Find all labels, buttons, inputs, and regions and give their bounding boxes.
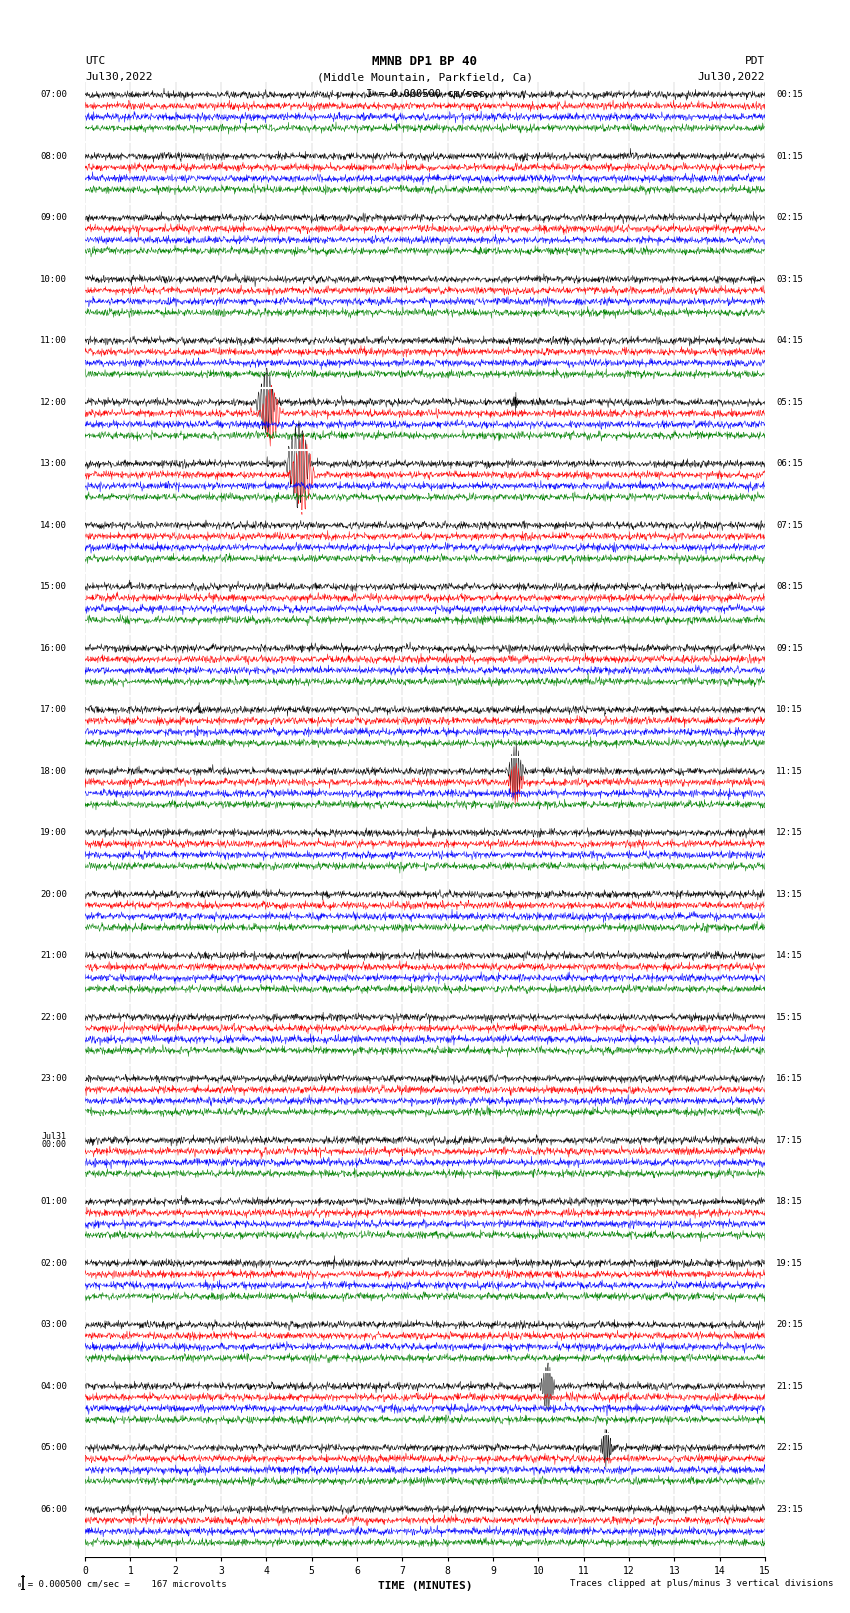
X-axis label: TIME (MINUTES): TIME (MINUTES) xyxy=(377,1581,473,1590)
Text: 19:15: 19:15 xyxy=(776,1258,803,1268)
Text: 13:15: 13:15 xyxy=(776,890,803,898)
Text: 19:00: 19:00 xyxy=(40,827,67,837)
Text: 03:00: 03:00 xyxy=(40,1319,67,1329)
Text: 04:00: 04:00 xyxy=(40,1382,67,1390)
Text: 02:15: 02:15 xyxy=(776,213,803,223)
Text: I = 0.000500 cm/sec: I = 0.000500 cm/sec xyxy=(366,89,484,98)
Text: 06:00: 06:00 xyxy=(40,1505,67,1513)
Text: UTC: UTC xyxy=(85,56,105,66)
Text: MMNB DP1 BP 40: MMNB DP1 BP 40 xyxy=(372,55,478,68)
Text: 01:00: 01:00 xyxy=(40,1197,67,1207)
Text: 05:15: 05:15 xyxy=(776,398,803,406)
Text: 09:15: 09:15 xyxy=(776,644,803,653)
Text: (Middle Mountain, Parkfield, Ca): (Middle Mountain, Parkfield, Ca) xyxy=(317,73,533,82)
Text: ₀ = 0.000500 cm/sec =    167 microvolts: ₀ = 0.000500 cm/sec = 167 microvolts xyxy=(17,1579,227,1589)
Text: 22:00: 22:00 xyxy=(40,1013,67,1021)
Text: 23:00: 23:00 xyxy=(40,1074,67,1084)
Text: 06:15: 06:15 xyxy=(776,460,803,468)
Text: Jul31: Jul31 xyxy=(42,1132,67,1142)
Text: 12:00: 12:00 xyxy=(40,398,67,406)
Text: 16:15: 16:15 xyxy=(776,1074,803,1084)
Text: 20:00: 20:00 xyxy=(40,890,67,898)
Text: 18:00: 18:00 xyxy=(40,766,67,776)
Text: 07:00: 07:00 xyxy=(40,90,67,100)
Text: 08:15: 08:15 xyxy=(776,582,803,592)
Text: 15:00: 15:00 xyxy=(40,582,67,592)
Text: 00:00: 00:00 xyxy=(42,1140,67,1148)
Text: Jul30,2022: Jul30,2022 xyxy=(85,73,152,82)
Text: 08:00: 08:00 xyxy=(40,152,67,161)
Text: 00:15: 00:15 xyxy=(776,90,803,100)
Text: 21:00: 21:00 xyxy=(40,952,67,960)
Text: 10:00: 10:00 xyxy=(40,274,67,284)
Text: 11:15: 11:15 xyxy=(776,766,803,776)
Text: 13:00: 13:00 xyxy=(40,460,67,468)
Text: 04:15: 04:15 xyxy=(776,336,803,345)
Text: 20:15: 20:15 xyxy=(776,1319,803,1329)
Text: Traces clipped at plus/minus 3 vertical divisions: Traces clipped at plus/minus 3 vertical … xyxy=(570,1579,833,1589)
Text: Jul30,2022: Jul30,2022 xyxy=(698,73,765,82)
Text: 05:00: 05:00 xyxy=(40,1444,67,1452)
Text: 23:15: 23:15 xyxy=(776,1505,803,1513)
Text: 15:15: 15:15 xyxy=(776,1013,803,1021)
Text: 01:15: 01:15 xyxy=(776,152,803,161)
Text: 03:15: 03:15 xyxy=(776,274,803,284)
Text: 07:15: 07:15 xyxy=(776,521,803,529)
Text: PDT: PDT xyxy=(745,56,765,66)
Text: 09:00: 09:00 xyxy=(40,213,67,223)
Text: 02:00: 02:00 xyxy=(40,1258,67,1268)
Text: 14:00: 14:00 xyxy=(40,521,67,529)
Text: 12:15: 12:15 xyxy=(776,827,803,837)
Text: 11:00: 11:00 xyxy=(40,336,67,345)
Text: 17:15: 17:15 xyxy=(776,1136,803,1145)
Text: 17:00: 17:00 xyxy=(40,705,67,715)
Text: 14:15: 14:15 xyxy=(776,952,803,960)
Text: 10:15: 10:15 xyxy=(776,705,803,715)
Text: 16:00: 16:00 xyxy=(40,644,67,653)
Text: 21:15: 21:15 xyxy=(776,1382,803,1390)
Text: 22:15: 22:15 xyxy=(776,1444,803,1452)
Text: 18:15: 18:15 xyxy=(776,1197,803,1207)
